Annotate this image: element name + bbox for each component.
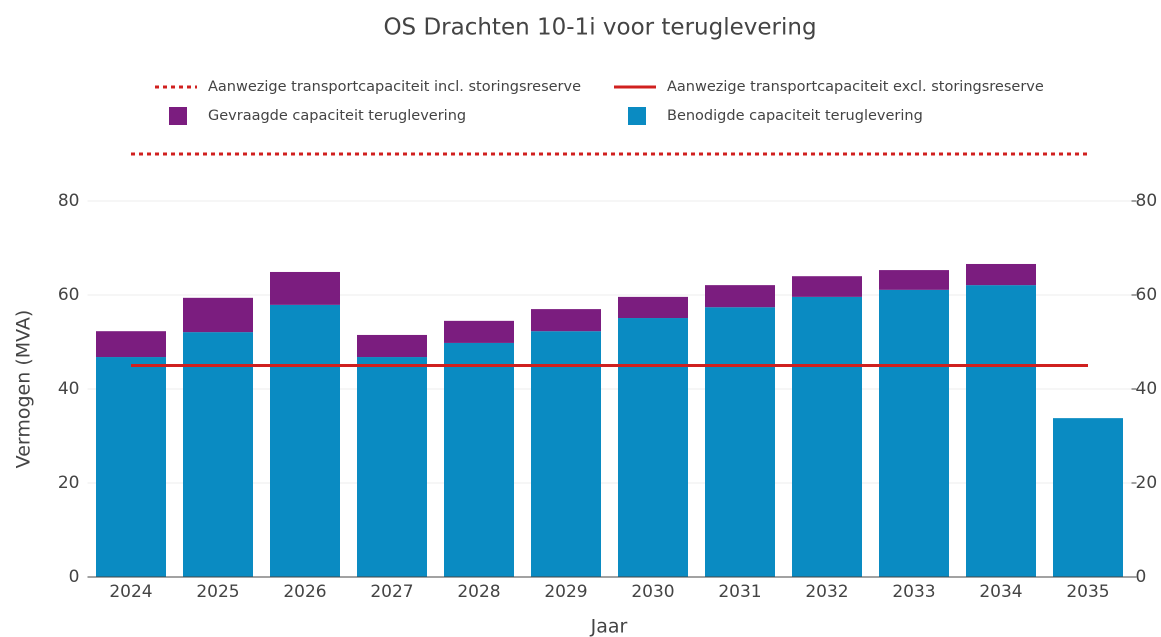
bar-segment [183, 297, 253, 333]
bar-segment [531, 309, 601, 332]
x-axis-label: Jaar [590, 616, 628, 637]
x-tick-label: 2028 [457, 582, 500, 602]
legend-label: Benodigde capaciteit teruglevering [667, 108, 923, 124]
bar-segment [966, 263, 1036, 286]
y2-tick-label: 60 [1136, 285, 1158, 305]
bar-segment [792, 296, 862, 577]
bar-segment [444, 342, 514, 577]
x-tick-label: 2034 [979, 582, 1022, 602]
bar-segment [705, 285, 775, 308]
bar-segment [96, 331, 166, 358]
x-tick-label: 2026 [283, 582, 326, 602]
x-tick-label: 2031 [718, 582, 761, 602]
x-tick-label: 2030 [631, 582, 674, 602]
x-tick-label: 2027 [370, 582, 413, 602]
x-tick-label: 2032 [805, 582, 848, 602]
bar-segment [96, 357, 166, 577]
y2-tick-label: 0 [1136, 567, 1147, 587]
y2-tick-label: 40 [1136, 379, 1158, 399]
legend-swatch [169, 107, 187, 125]
y-tick-label: 20 [58, 473, 80, 493]
y2-tick-label: 80 [1136, 191, 1158, 211]
legend-swatch [628, 107, 646, 125]
x-tick-label: 2035 [1066, 582, 1109, 602]
y-tick-label: 80 [58, 191, 80, 211]
bar-segment [792, 276, 862, 297]
x-tick-label: 2033 [892, 582, 935, 602]
y2-tick-label: 20 [1136, 473, 1158, 493]
x-tick-label: 2025 [196, 582, 239, 602]
bar-segment [966, 285, 1036, 577]
x-tick-label: 2029 [544, 582, 587, 602]
y-tick-label: 60 [58, 285, 80, 305]
bar-segment [879, 270, 949, 290]
chart-title: OS Drachten 10-1i voor teruglevering [383, 15, 816, 41]
bar-segment [618, 296, 688, 319]
bar-segment [1053, 418, 1123, 577]
legend-label: Aanwezige transportcapaciteit excl. stor… [667, 79, 1044, 95]
bar-segment [618, 318, 688, 577]
bar-segment [531, 331, 601, 577]
legend-label: Gevraagde capaciteit teruglevering [208, 108, 466, 124]
y-axis-label: Vermogen (MVA) [13, 310, 35, 469]
bar-segment [879, 289, 949, 577]
y-tick-label: 0 [69, 567, 80, 587]
bar-segment [357, 357, 427, 577]
legend-label: Aanwezige transportcapaciteit incl. stor… [208, 79, 581, 95]
bar-segment [270, 304, 340, 577]
bar-segment [444, 320, 514, 343]
bar-segment [357, 334, 427, 358]
x-tick-label: 2024 [109, 582, 152, 602]
bar-segment [270, 271, 340, 305]
bar-segment [705, 307, 775, 577]
y-tick-label: 40 [58, 379, 80, 399]
bar-segment [183, 332, 253, 577]
